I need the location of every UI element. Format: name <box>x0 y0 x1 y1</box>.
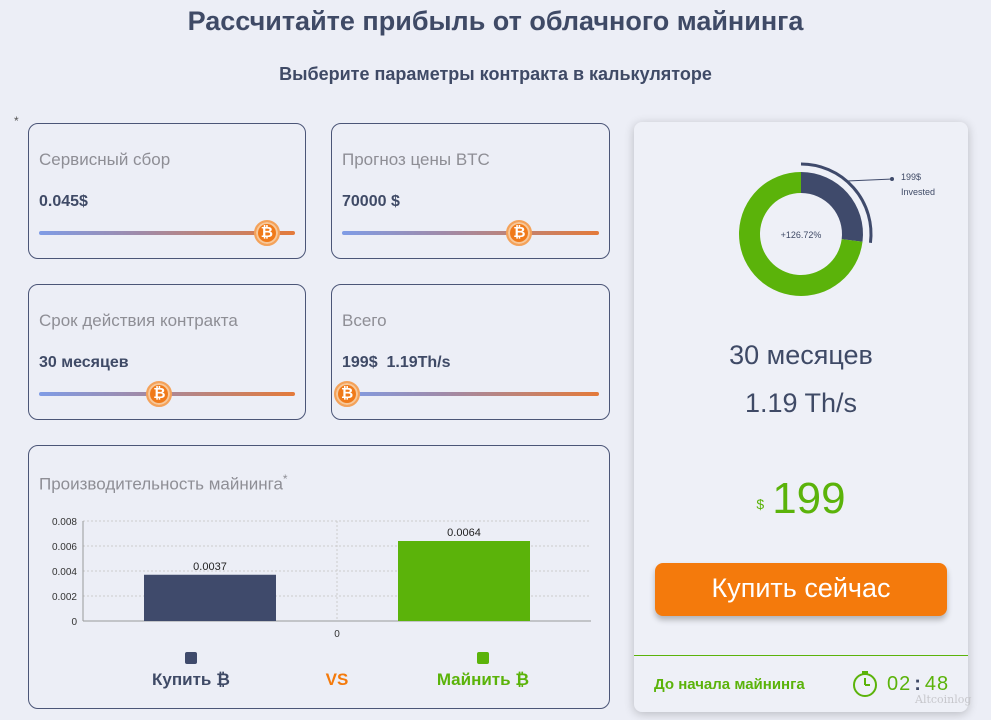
term-card: Срок действия контракта 30 месяцев ₿ <box>28 284 306 420</box>
stopwatch-icon <box>853 671 877 697</box>
legend-mine-swatch <box>477 652 489 664</box>
bar-value-label: 0.0037 <box>193 561 227 573</box>
y-tick-label: 0.008 <box>52 517 77 528</box>
total-card: Всего 199$ 1.19Th/s ₿ <box>331 284 610 420</box>
bar-buy <box>144 574 276 621</box>
countdown-timer: 02:48 <box>887 673 949 696</box>
timer-seconds: 48 <box>924 673 950 695</box>
btc-forecast-slider-track[interactable] <box>342 231 599 235</box>
summary-months: 30 месяцев <box>729 340 873 370</box>
legend-buy-label: Купить ₿ <box>152 670 230 689</box>
mining-start-label: До начала майнинга <box>654 676 805 693</box>
summary-hashrate: 1.19 Th/s <box>744 388 858 418</box>
y-tick-label: 0.004 <box>52 567 77 578</box>
page-subtitle: Выберите параметры контракта в калькулят… <box>279 64 712 84</box>
donut-arcs <box>739 162 894 296</box>
legend-buy-swatch <box>185 652 197 664</box>
invested-amount: 199$ <box>901 172 921 182</box>
performance-label-text: Производительность майнинга <box>39 474 283 494</box>
btc-forecast-card: Прогноз цены BTC 70000 $ ₿ <box>331 123 610 259</box>
btc-forecast-slider-handle[interactable]: ₿ <box>506 220 533 246</box>
invested-leader-dot <box>890 177 894 181</box>
chart-y-ticks: 0 0.002 0.004 0.006 0.008 0 <box>52 517 340 640</box>
panel-divider <box>634 655 968 656</box>
btc-forecast-value: 70000 $ <box>342 193 400 210</box>
timer-minutes: 02 <box>887 673 912 695</box>
y-tick-label: 0.006 <box>52 542 77 553</box>
buy-now-button[interactable]: Купить сейчас <box>655 563 947 616</box>
price-amount: 199 <box>772 474 846 523</box>
timer-separator: : <box>914 673 922 695</box>
fee-slider-track[interactable] <box>39 231 295 235</box>
watermark-logo: Altcoinlog <box>915 693 972 706</box>
total-slider-track[interactable] <box>342 392 599 396</box>
fee-slider-handle[interactable]: ₿ <box>253 220 280 246</box>
mining-bar-chart: 0 0.002 0.004 0.006 0.008 0 0.0037 0.0064 <box>52 517 591 640</box>
btc-forecast-label: Прогноз цены BTC <box>342 150 490 169</box>
chart-bars: 0.0037 0.0064 <box>144 527 530 621</box>
invested-leader-line <box>846 178 893 182</box>
donut-profit-slice <box>739 172 863 296</box>
y-tick-label: 0 <box>71 617 77 628</box>
term-slider-handle[interactable]: ₿ <box>146 381 173 407</box>
total-value: 199$ 1.19Th/s <box>342 354 451 371</box>
total-label: Всего <box>342 311 387 330</box>
legend-vs: VS <box>309 670 365 690</box>
summary-panel: +126.72% 199$ Invested 30 месяцев 1.19 T… <box>634 122 968 712</box>
legend-vs-label: VS <box>325 670 349 689</box>
bar-mine <box>398 541 530 621</box>
term-label: Срок действия контракта <box>39 311 238 330</box>
donut-invested-slice <box>801 172 863 242</box>
y-tick-label: 0.002 <box>52 592 77 603</box>
invested-indicator-arc <box>800 162 873 243</box>
performance-label-star: * <box>282 472 288 486</box>
bar-value-label: 0.0064 <box>447 527 481 539</box>
page-title: Рассчитайте прибыль от облачного майнинг… <box>187 6 804 36</box>
total-slider-handle[interactable]: ₿ <box>334 381 361 407</box>
invested-label: Invested <box>901 187 935 197</box>
donut-center-label: +126.72% <box>781 230 822 240</box>
legend-buy: Купить ₿ <box>129 652 253 690</box>
price-currency: $ <box>756 496 765 512</box>
performance-card: Производительность майнинга* 0 0.002 0.004… <box>28 445 610 709</box>
summary-price: $199 <box>634 474 968 524</box>
profit-donut-chart: +126.72% 199$ Invested <box>739 162 935 296</box>
fee-value: 0.045$ <box>39 193 88 210</box>
footnote-star: * <box>14 114 19 128</box>
fee-card: Сервисный сбор 0.045$ ₿ <box>28 123 306 259</box>
fee-label: Сервисный сбор <box>39 150 171 169</box>
performance-label: Производительность майнинга* <box>39 472 288 495</box>
legend-mine: Майнить ₿ <box>421 652 545 690</box>
legend-mine-label: Майнить ₿ <box>436 670 530 689</box>
x-tick-label: 0 <box>334 629 340 640</box>
term-value: 30 месяцев <box>39 354 129 371</box>
